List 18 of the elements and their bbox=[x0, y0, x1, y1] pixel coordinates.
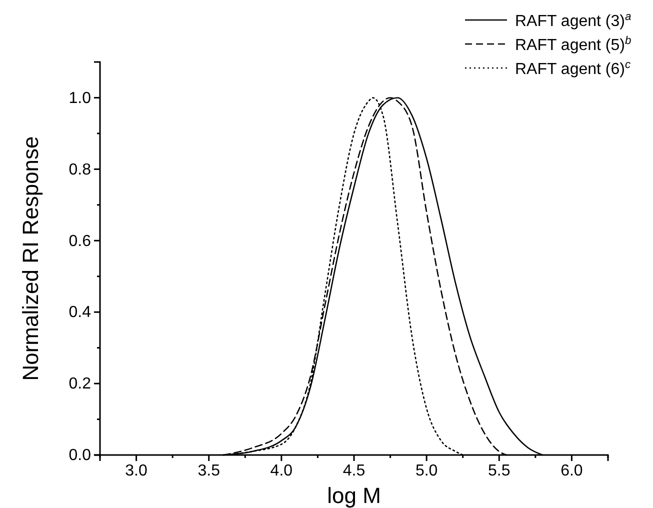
x-tick-label: 3.0 bbox=[125, 462, 148, 480]
x-axis-title: log M bbox=[327, 483, 381, 508]
x-tick-label: 5.5 bbox=[488, 462, 510, 480]
x-tick-label: 3.5 bbox=[198, 462, 220, 480]
y-tick-label: 1.0 bbox=[68, 90, 92, 107]
y-tick-label: 0.6 bbox=[68, 232, 92, 250]
y-tick-label: 0.8 bbox=[68, 161, 92, 178]
legend-label: RAFT agent (5)$^{b}$ bbox=[515, 35, 632, 54]
y-axis-title: Normalized RI Response bbox=[18, 136, 43, 381]
y-tick-label: 0.0 bbox=[68, 447, 92, 464]
x-tick-label: 4.5 bbox=[342, 462, 366, 480]
legend-label: RAFT agent (3)$^{a}$ bbox=[515, 11, 632, 30]
x-tick-label: 4.0 bbox=[270, 462, 293, 480]
legend-label: RAFT agent (6)$^{c}$ bbox=[515, 59, 631, 78]
y-tick-label: 0.4 bbox=[68, 304, 92, 322]
x-tick-label: 6.0 bbox=[560, 462, 583, 480]
y-tick-label: 0.2 bbox=[68, 376, 92, 393]
x-tick-label: 5.0 bbox=[415, 462, 438, 480]
